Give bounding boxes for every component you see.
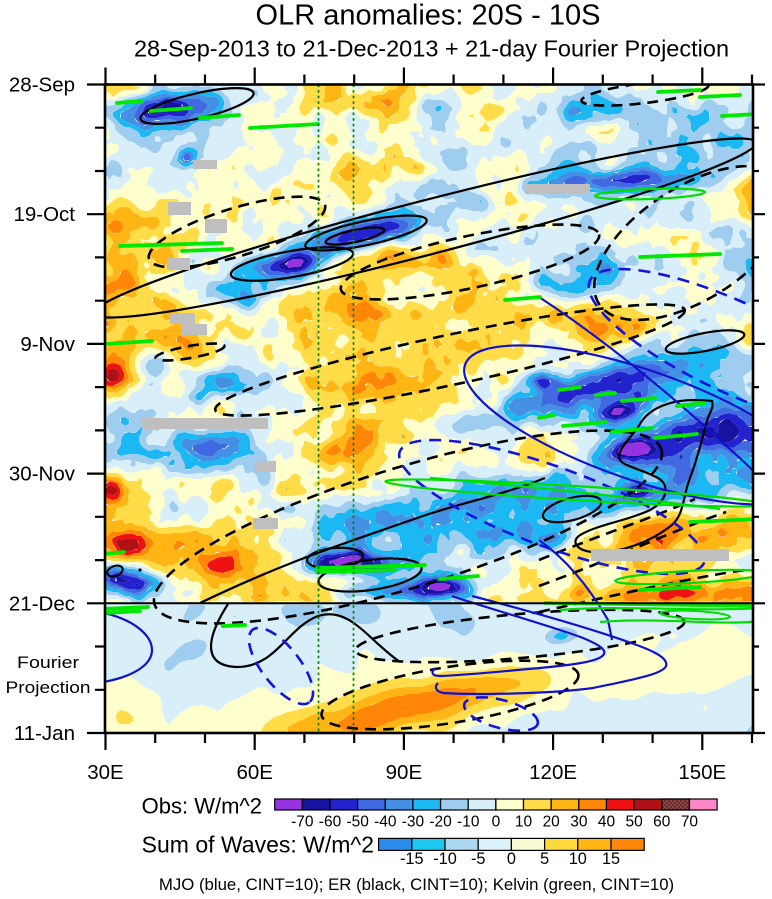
svg-text:0: 0 xyxy=(507,850,516,868)
svg-text:OLR anomalies: 20S - 10S: OLR anomalies: 20S - 10S xyxy=(256,0,601,32)
svg-text:MJO (blue, CINT=10); ER (black: MJO (blue, CINT=10); ER (black, CINT=10)… xyxy=(159,875,674,894)
svg-text:-30: -30 xyxy=(402,814,425,831)
svg-text:-5: -5 xyxy=(471,850,485,868)
svg-text:-10: -10 xyxy=(457,814,480,831)
svg-text:50: 50 xyxy=(626,814,644,831)
svg-text:20: 20 xyxy=(543,814,561,831)
svg-text:Fourier: Fourier xyxy=(17,653,79,672)
svg-text:28-Sep-2013 to 21-Dec-2013 + 2: 28-Sep-2013 to 21-Dec-2013 + 21-day Four… xyxy=(134,36,729,62)
svg-text:28-Sep: 28-Sep xyxy=(9,74,75,97)
svg-text:60E: 60E xyxy=(236,761,272,784)
svg-text:90E: 90E xyxy=(386,761,422,784)
svg-text:10: 10 xyxy=(569,850,587,868)
svg-text:Sum of Waves: W/m^2: Sum of Waves: W/m^2 xyxy=(142,832,374,858)
svg-text:70: 70 xyxy=(681,814,699,831)
svg-text:10: 10 xyxy=(515,814,533,831)
svg-text:Obs: W/m^2: Obs: W/m^2 xyxy=(142,794,262,819)
svg-text:-70: -70 xyxy=(291,814,314,831)
svg-text:9-Nov: 9-Nov xyxy=(20,333,75,356)
svg-text:-20: -20 xyxy=(429,814,452,831)
svg-text:120E: 120E xyxy=(529,761,577,784)
svg-text:-40: -40 xyxy=(374,814,397,831)
svg-text:30-Nov: 30-Nov xyxy=(9,463,76,486)
svg-text:-60: -60 xyxy=(319,814,342,831)
svg-text:40: 40 xyxy=(598,814,616,831)
svg-text:19-Oct: 19-Oct xyxy=(13,203,75,226)
svg-text:30E: 30E xyxy=(87,761,123,784)
svg-text:5: 5 xyxy=(540,850,549,868)
svg-text:60: 60 xyxy=(653,814,671,831)
svg-text:-10: -10 xyxy=(433,850,457,868)
svg-text:0: 0 xyxy=(492,814,501,831)
svg-text:Projection: Projection xyxy=(6,678,91,697)
svg-text:21-Dec: 21-Dec xyxy=(9,592,75,615)
svg-text:30: 30 xyxy=(570,814,588,831)
svg-text:150E: 150E xyxy=(678,761,726,784)
svg-text:-15: -15 xyxy=(400,850,424,868)
svg-text:15: 15 xyxy=(602,850,620,868)
svg-text:-50: -50 xyxy=(346,814,369,831)
svg-text:11-Jan: 11-Jan xyxy=(14,722,75,745)
